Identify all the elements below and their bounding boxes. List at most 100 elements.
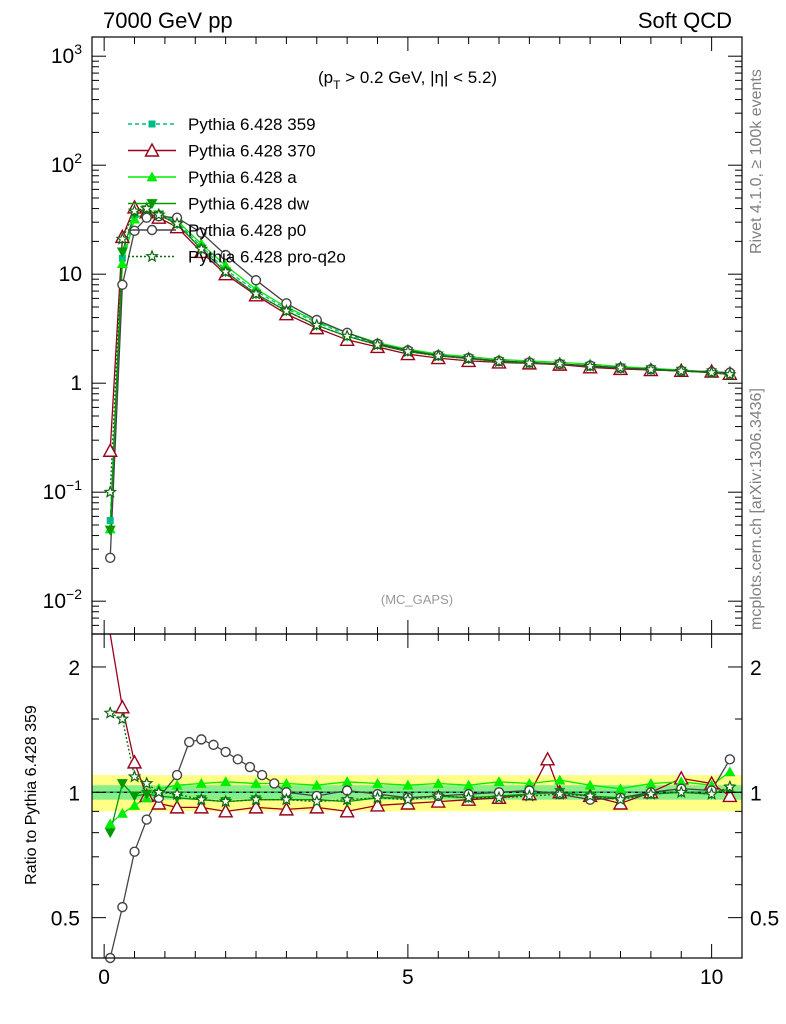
main-point-5-10 xyxy=(309,318,324,332)
main-y-tick-label-2: 1 xyxy=(70,372,82,395)
main-point-0-0 xyxy=(106,516,114,524)
ratio-point-0-25 xyxy=(722,787,738,803)
ratio-point-4-5 xyxy=(170,786,184,800)
ratio-point-4-13 xyxy=(401,792,415,806)
main-point-5-1 xyxy=(115,231,130,245)
ratio-point-1-15 xyxy=(463,779,475,790)
ratio-point-0-18 xyxy=(539,751,556,766)
ratio-point-1-22 xyxy=(675,776,687,787)
ratio-point-2-1 xyxy=(116,779,128,789)
legend-label-5: Pythia 6.428 pro-q2o xyxy=(188,248,346,267)
legend-marker-5 xyxy=(145,249,159,263)
ratio-point-0-5 xyxy=(169,799,185,814)
ratio-point-0-11 xyxy=(339,803,355,818)
ratio-point-0-6 xyxy=(193,799,210,814)
ratio-point-4-21 xyxy=(644,786,658,800)
main-point-2-1 xyxy=(116,258,128,269)
ratio-point-1-0 xyxy=(104,818,116,829)
main-point-5-21 xyxy=(644,362,658,376)
x-tick-label-1: 5 xyxy=(402,966,414,989)
ratio-point-1-13 xyxy=(402,779,414,790)
ratio-point-4-14 xyxy=(431,788,446,802)
main-point-5-14 xyxy=(431,348,446,362)
ratio-point-3-13 xyxy=(269,778,280,789)
ratio-point-3-7 xyxy=(196,734,207,745)
ratio-point-4-16 xyxy=(492,790,506,804)
legend-marker-1 xyxy=(144,142,160,157)
x-tick-label-2: 10 xyxy=(700,966,723,989)
header-right: Soft QCD xyxy=(637,8,732,33)
main-point-4-7 xyxy=(220,249,231,261)
ratio-point-1-9 xyxy=(280,777,292,788)
main-point-4-1 xyxy=(117,279,128,290)
ratio-point-1-21 xyxy=(645,777,657,788)
ratio-point-4-19 xyxy=(583,788,597,802)
ratio-point-1-19 xyxy=(584,779,596,790)
main-point-5-15 xyxy=(461,351,476,365)
ratio-point-4-0 xyxy=(103,705,118,719)
ratio-point-1-7 xyxy=(220,776,232,787)
ratio-point-1-1 xyxy=(116,807,128,818)
ratio-y-tick-label-0: 0.5 xyxy=(51,908,80,931)
main-point-1-0 xyxy=(102,442,118,457)
main-point-4-0 xyxy=(105,552,116,564)
main-y-tick-label-4: 102 xyxy=(51,150,82,177)
ratio-y-tick-label-1: 1 xyxy=(68,782,80,805)
ratio-point-1-11 xyxy=(341,776,353,787)
main-y-tick-label-0: 10−2 xyxy=(43,586,83,613)
ratio-point-3-11 xyxy=(244,761,256,773)
ratio-point-3-9 xyxy=(220,746,231,758)
ratio-point-1-6 xyxy=(195,777,207,788)
ratio-point-2-0 xyxy=(104,828,116,839)
main-point-4-3 xyxy=(141,212,152,223)
main-point-5-9 xyxy=(279,303,294,317)
main-point-5-5 xyxy=(170,216,184,230)
ratio-point-1-18 xyxy=(554,774,566,785)
ratio-point-0-1 xyxy=(114,699,131,714)
main-point-5-12 xyxy=(370,337,385,351)
main-point-5-6 xyxy=(194,242,209,255)
ratio-point-3-1 xyxy=(117,901,128,913)
ratio-point-4-2 xyxy=(127,769,142,783)
main-point-5-22 xyxy=(674,363,689,377)
ratio-y-tick-label-right-1: 1 xyxy=(750,782,762,805)
ratio-point-4-6 xyxy=(194,792,209,806)
main-point-4-2 xyxy=(129,225,140,237)
ratio-point-4-23 xyxy=(704,786,719,800)
ratio-point-4-10 xyxy=(309,794,324,808)
main-y-tick-label-5: 103 xyxy=(51,41,82,68)
main-point-5-17 xyxy=(522,355,537,369)
main-point-5-23 xyxy=(704,365,719,379)
main-point-5-24 xyxy=(723,367,737,381)
ratio-point-2-3 xyxy=(141,789,153,800)
ratio-point-4-8 xyxy=(249,792,263,806)
main-point-5-16 xyxy=(492,354,506,368)
legend-label-2: Pythia 6.428 a xyxy=(188,168,297,187)
ratio-point-4-22 xyxy=(674,785,689,799)
ratio-point-1-2 xyxy=(129,799,141,810)
main-y-tick-label-3: 10 xyxy=(59,263,82,286)
main-point-5-18 xyxy=(552,356,567,370)
ratio-point-3-6 xyxy=(183,736,195,748)
ratio-point-0-10 xyxy=(309,799,325,814)
ratio-point-0-9 xyxy=(278,801,295,816)
ratio-point-3-2 xyxy=(129,846,140,857)
ratio-point-0-12 xyxy=(369,797,386,812)
ratio-point-3-5 xyxy=(171,769,183,781)
main-point-3-1 xyxy=(116,247,128,258)
ratio-point-4-3 xyxy=(139,776,154,790)
ratio-point-4-7 xyxy=(218,794,233,808)
legend-label-3: Pythia 6.428 dw xyxy=(188,195,310,214)
ratio-point-4-11 xyxy=(340,792,354,806)
watermark-label: (MC_GAPS) xyxy=(381,592,453,607)
ratio-point-0-8 xyxy=(248,799,264,814)
ratio-series-line-3 xyxy=(109,738,731,959)
ratio-point-1-17 xyxy=(523,777,535,788)
main-point-5-11 xyxy=(340,329,354,342)
ratio-point-1-20 xyxy=(615,783,627,794)
ratio-point-3-8 xyxy=(208,739,219,751)
ratio-point-3-12 xyxy=(256,769,268,781)
ratio-point-2-2 xyxy=(129,791,141,802)
ratio-point-1-10 xyxy=(311,779,323,790)
ratio-point-4-4 xyxy=(152,785,166,799)
